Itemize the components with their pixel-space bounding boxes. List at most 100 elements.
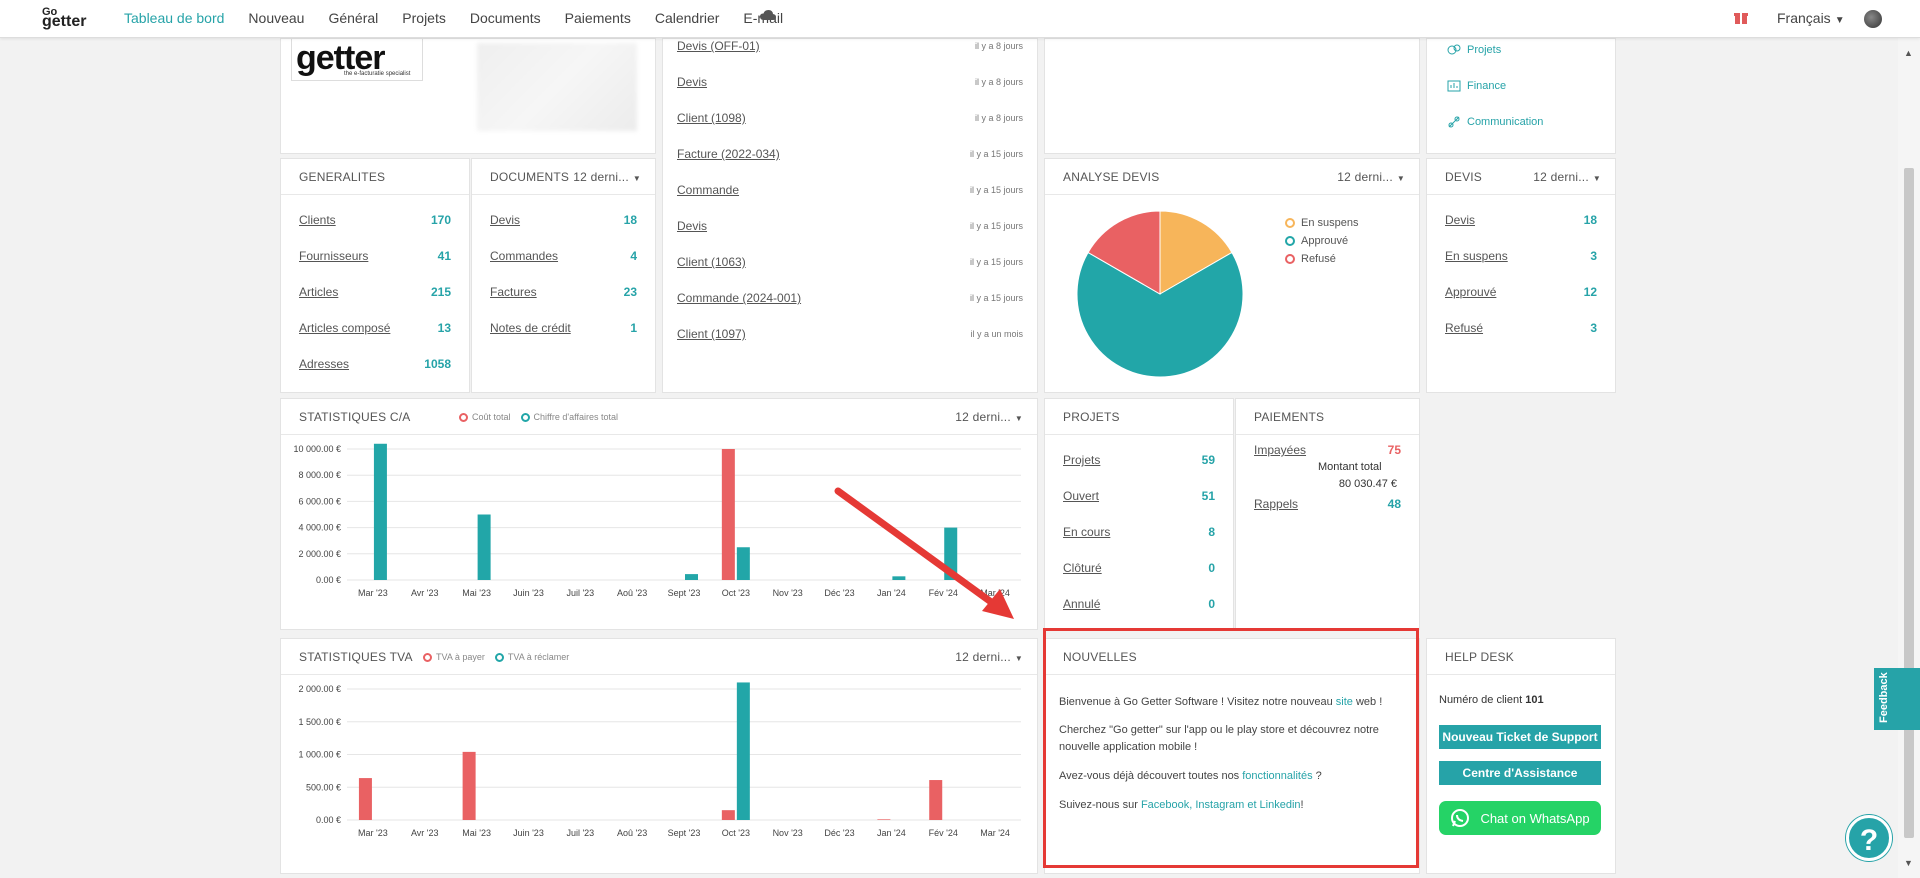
stat-row-projets[interactable]: Projets 59 bbox=[1063, 453, 1215, 473]
stat-label[interactable]: Approuvé bbox=[1445, 285, 1497, 299]
activity-label[interactable]: Client (1097) bbox=[677, 327, 746, 341]
stats-ca-title: STATISTIQUES C/A bbox=[299, 410, 411, 424]
activity-label[interactable]: Client (1098) bbox=[677, 111, 746, 125]
stats-tva-period-dropdown[interactable]: 12 derni... ▼ bbox=[955, 650, 1023, 664]
stats-ca-bar-chart: 10 000.00 € 8 000.00 € 6 000.00 € 4 000.00 … bbox=[293, 443, 1021, 598]
stat-row-ouvert[interactable]: Ouvert 51 bbox=[1063, 489, 1215, 509]
stat-label[interactable]: Devis bbox=[490, 213, 521, 227]
activity-label[interactable]: Devis (OFF-01) bbox=[677, 39, 760, 53]
stat-label[interactable]: Projets bbox=[1063, 453, 1101, 467]
stat-row-cloture[interactable]: Clôturé 0 bbox=[1063, 561, 1215, 581]
activity-label[interactable]: Devis bbox=[677, 75, 708, 89]
user-avatar[interactable] bbox=[1864, 10, 1882, 28]
nav-general[interactable]: Général bbox=[328, 10, 379, 26]
stat-label[interactable]: Fournisseurs bbox=[299, 249, 369, 263]
activity-item[interactable]: Client (1098) il y a 8 jours bbox=[677, 111, 1023, 131]
stat-row-factures[interactable]: Factures 23 bbox=[490, 285, 637, 305]
stat-row-en-cours[interactable]: En cours 8 bbox=[1063, 525, 1215, 545]
nav-tableau-de-bord[interactable]: Tableau de bord bbox=[124, 10, 225, 26]
page-scrollbar[interactable]: ▲ ▼ bbox=[1898, 38, 1920, 878]
app-logo[interactable]: Go getter bbox=[42, 7, 86, 30]
stat-label[interactable]: Adresses bbox=[299, 357, 350, 371]
news-link-site[interactable]: site bbox=[1335, 696, 1353, 708]
stat-label[interactable]: Factures bbox=[490, 285, 537, 299]
stat-label[interactable]: En suspens bbox=[1445, 249, 1508, 263]
activity-label[interactable]: Devis bbox=[677, 219, 708, 233]
nav-documents[interactable]: Documents bbox=[469, 10, 541, 26]
stat-row-approuve[interactable]: Approuvé 12 bbox=[1445, 285, 1597, 305]
activity-time: il y a 8 jours bbox=[974, 77, 1023, 87]
activity-time: il y a 15 jours bbox=[969, 221, 1023, 231]
scroll-thumb[interactable] bbox=[1904, 168, 1914, 838]
scroll-up-icon[interactable]: ▲ bbox=[1904, 48, 1913, 58]
stat-label[interactable]: Annulé bbox=[1063, 597, 1101, 611]
stats-ca-period-dropdown[interactable]: 12 derni... ▼ bbox=[955, 410, 1023, 424]
activity-item[interactable]: Commande (2024-001) il y a 15 jours bbox=[677, 291, 1023, 311]
activity-label[interactable]: Commande bbox=[677, 183, 740, 197]
quick-link-projets[interactable]: Projets bbox=[1447, 43, 1501, 57]
stat-row-annule[interactable]: Annulé 0 bbox=[1063, 597, 1215, 617]
legend-approuve: Approuvé bbox=[1285, 235, 1358, 247]
activity-item[interactable]: Devis il y a 15 jours bbox=[677, 219, 1023, 239]
pie-slice bbox=[1159, 210, 1233, 295]
stat-label[interactable]: Rappels bbox=[1254, 497, 1299, 511]
x-tick-label: Juil '23 bbox=[566, 588, 594, 598]
gift-icon[interactable] bbox=[1734, 10, 1748, 28]
documents-period-dropdown[interactable]: 12 derni... ▼ bbox=[573, 170, 641, 184]
news-link-social[interactable]: Facebook, Instagram et Linkedin bbox=[1140, 799, 1301, 811]
stat-row-clients[interactable]: Clients 170 bbox=[299, 213, 451, 233]
stat-label[interactable]: Devis bbox=[1445, 213, 1476, 227]
activity-label[interactable]: Client (1063) bbox=[677, 255, 746, 269]
analyse-devis-period-dropdown[interactable]: 12 derni... ▼ bbox=[1337, 170, 1405, 184]
stat-row-commandes[interactable]: Commandes 4 bbox=[490, 249, 637, 269]
nav-nouveau[interactable]: Nouveau bbox=[248, 10, 305, 26]
nav-projets[interactable]: Projets bbox=[402, 10, 446, 26]
stat-row-rappels[interactable]: Rappels 48 bbox=[1254, 497, 1401, 517]
activity-item[interactable]: Devis (OFF-01) il y a 8 jours bbox=[677, 39, 1023, 59]
cloud-icon[interactable] bbox=[760, 9, 776, 21]
stat-row-en-suspens[interactable]: En suspens 3 bbox=[1445, 249, 1597, 269]
stat-row-impayees[interactable]: Impayées 75 bbox=[1254, 443, 1401, 463]
activity-time: il y a 15 jours bbox=[969, 293, 1023, 303]
activity-label[interactable]: Facture (2022-034) bbox=[677, 147, 780, 161]
devis-period-dropdown[interactable]: 12 derni... ▼ bbox=[1533, 170, 1601, 184]
activity-time: il y a un mois bbox=[970, 329, 1023, 339]
scroll-down-icon[interactable]: ▼ bbox=[1904, 858, 1913, 868]
stat-label[interactable]: Clients bbox=[299, 213, 336, 227]
activity-item[interactable]: Client (1097) il y a un mois bbox=[677, 327, 1023, 347]
stat-label[interactable]: En cours bbox=[1063, 525, 1111, 539]
assistance-center-button[interactable]: Centre d'Assistance bbox=[1439, 761, 1601, 785]
quick-link-communication[interactable]: Communication bbox=[1447, 115, 1543, 129]
activity-item[interactable]: Client (1063) il y a 15 jours bbox=[677, 255, 1023, 275]
stat-label[interactable]: Refusé bbox=[1445, 321, 1484, 335]
nav-calendrier[interactable]: Calendrier bbox=[654, 10, 720, 26]
whatsapp-chat-button[interactable]: Chat on WhatsApp bbox=[1439, 801, 1601, 835]
activity-item[interactable]: Facture (2022-034) il y a 15 jours bbox=[677, 147, 1023, 167]
stat-row-devis[interactable]: Devis 18 bbox=[490, 213, 637, 233]
stat-label[interactable]: Clôturé bbox=[1063, 561, 1102, 575]
feedback-tab[interactable]: Feedback bbox=[1874, 668, 1920, 730]
activity-item[interactable]: Devis il y a 8 jours bbox=[677, 75, 1023, 95]
new-support-ticket-button[interactable]: Nouveau Ticket de Support bbox=[1439, 725, 1601, 749]
stat-row-fournisseurs[interactable]: Fournisseurs 41 bbox=[299, 249, 451, 269]
stat-label[interactable]: Commandes bbox=[490, 249, 559, 263]
stat-label[interactable]: Ouvert bbox=[1063, 489, 1100, 503]
activity-time: il y a 15 jours bbox=[969, 257, 1023, 267]
stat-label[interactable]: Articles bbox=[299, 285, 339, 299]
language-selector[interactable]: Français ▼ bbox=[1777, 10, 1845, 26]
nav-paiements[interactable]: Paiements bbox=[564, 10, 631, 26]
stat-label[interactable]: Notes de crédit bbox=[490, 321, 571, 335]
activity-item[interactable]: Commande il y a 15 jours bbox=[677, 183, 1023, 203]
help-bubble-button[interactable]: ? bbox=[1846, 815, 1892, 861]
stat-row-adresses[interactable]: Adresses 1058 bbox=[299, 357, 451, 377]
news-link-fonctionnalites[interactable]: fonctionnalités bbox=[1242, 770, 1313, 782]
stat-row-notes-credit[interactable]: Notes de crédit 1 bbox=[490, 321, 637, 341]
activity-label[interactable]: Commande (2024-001) bbox=[677, 291, 802, 305]
stat-row-devis[interactable]: Devis 18 bbox=[1445, 213, 1597, 233]
stat-row-articles[interactable]: Articles 215 bbox=[299, 285, 451, 305]
stat-label[interactable]: Impayées bbox=[1254, 443, 1307, 457]
stat-label[interactable]: Articles composé bbox=[299, 321, 391, 335]
stat-row-articles-compose[interactable]: Articles composé 13 bbox=[299, 321, 451, 341]
stat-row-refuse[interactable]: Refusé 3 bbox=[1445, 321, 1597, 341]
quick-link-finance[interactable]: Finance bbox=[1447, 79, 1506, 93]
